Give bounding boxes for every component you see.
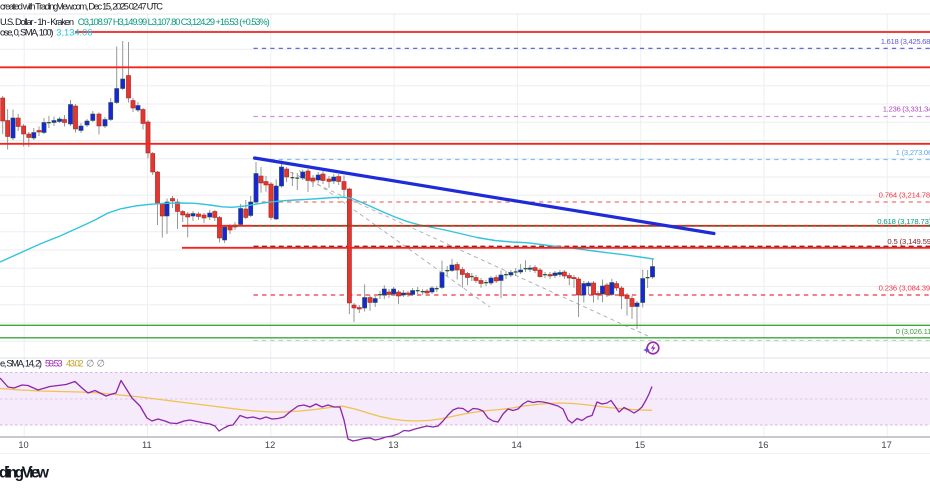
svg-text:12: 12	[265, 440, 275, 450]
svg-text:O3,108.97 H3,149.99 L3,107.8: O3,108.97 H3,149.99 L3,107.80 C3,124.29 …	[78, 17, 270, 27]
svg-text:16: 16	[758, 440, 768, 450]
svg-text:0.618 (3,178.73): 0.618 (3,178.73)	[877, 217, 930, 226]
svg-text:17: 17	[881, 440, 891, 450]
svg-text:1.618 (3,425.68): 1.618 (3,425.68)	[881, 37, 930, 46]
svg-text:15: 15	[635, 440, 645, 450]
svg-text:43.02: 43.02	[66, 359, 84, 369]
svg-text:14: 14	[512, 440, 522, 450]
svg-text:0.236 (3,084.39): 0.236 (3,084.39)	[879, 284, 930, 293]
svg-text:13: 13	[388, 440, 398, 450]
svg-text:∅ ∅: ∅ ∅	[86, 359, 105, 369]
svg-text:1.236 (3,331.34): 1.236 (3,331.34)	[883, 105, 930, 114]
svg-text:ose, 0, SMA, 100): ose, 0, SMA, 100)	[0, 28, 54, 38]
svg-text:0.5 (3,149.59): 0.5 (3,149.59)	[887, 237, 930, 246]
svg-text:10: 10	[18, 440, 28, 450]
svg-text:59.53: 59.53	[45, 359, 63, 369]
svg-text:created with TradingView.com,: created with TradingView.com, Dec 15, 20…	[0, 2, 163, 12]
svg-text:3,134.06: 3,134.06	[56, 28, 92, 38]
svg-text:U.S. Dollar - 1h - Kraken: U.S. Dollar - 1h - Kraken	[0, 17, 74, 27]
svg-text:dingView: dingView	[0, 465, 49, 482]
svg-text:e, SMA, 14, 2): e, SMA, 14, 2)	[0, 359, 42, 369]
svg-text:0.764 (3,214.78): 0.764 (3,214.78)	[879, 191, 930, 200]
svg-text:1 (3,273.06): 1 (3,273.06)	[896, 148, 930, 157]
svg-text:0 (3,026.11): 0 (3,026.11)	[896, 327, 930, 336]
svg-text:11: 11	[142, 440, 152, 450]
